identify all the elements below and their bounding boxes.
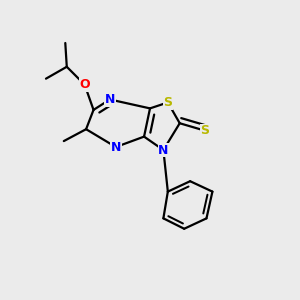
Text: N: N [105, 93, 115, 106]
Text: N: N [158, 143, 169, 157]
Text: S: S [163, 96, 172, 109]
Text: O: O [79, 78, 90, 91]
Text: S: S [200, 124, 209, 137]
Text: N: N [111, 140, 121, 154]
